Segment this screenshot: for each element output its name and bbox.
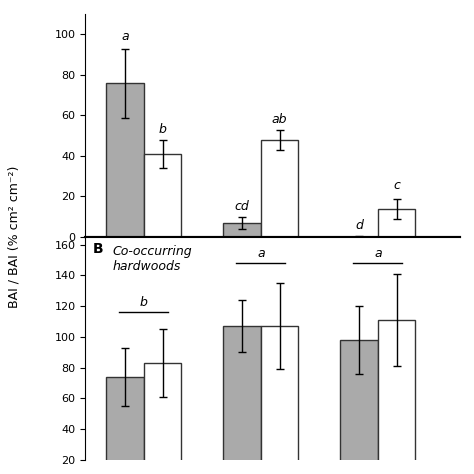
- Text: c: c: [393, 180, 400, 192]
- Bar: [144, 154, 181, 237]
- Text: ab: ab: [272, 113, 287, 126]
- Text: b: b: [140, 296, 148, 309]
- Bar: [144, 363, 181, 474]
- Text: b: b: [159, 123, 166, 136]
- Text: B: B: [92, 242, 103, 255]
- Text: d: d: [355, 219, 363, 232]
- Text: a: a: [121, 29, 129, 43]
- Bar: [223, 326, 261, 474]
- Text: a: a: [374, 247, 382, 260]
- Text: Co-occurring
hardwoods: Co-occurring hardwoods: [112, 245, 192, 273]
- Bar: [223, 223, 261, 237]
- Bar: [378, 209, 415, 237]
- Bar: [340, 340, 378, 474]
- Text: BAI / BAI (% cm² cm⁻²): BAI / BAI (% cm² cm⁻²): [8, 166, 21, 308]
- Text: a: a: [257, 247, 264, 260]
- Text: cd: cd: [235, 200, 249, 213]
- Bar: [378, 320, 415, 474]
- Bar: [261, 140, 298, 237]
- Bar: [106, 83, 144, 237]
- Bar: [106, 377, 144, 474]
- Bar: [261, 326, 298, 474]
